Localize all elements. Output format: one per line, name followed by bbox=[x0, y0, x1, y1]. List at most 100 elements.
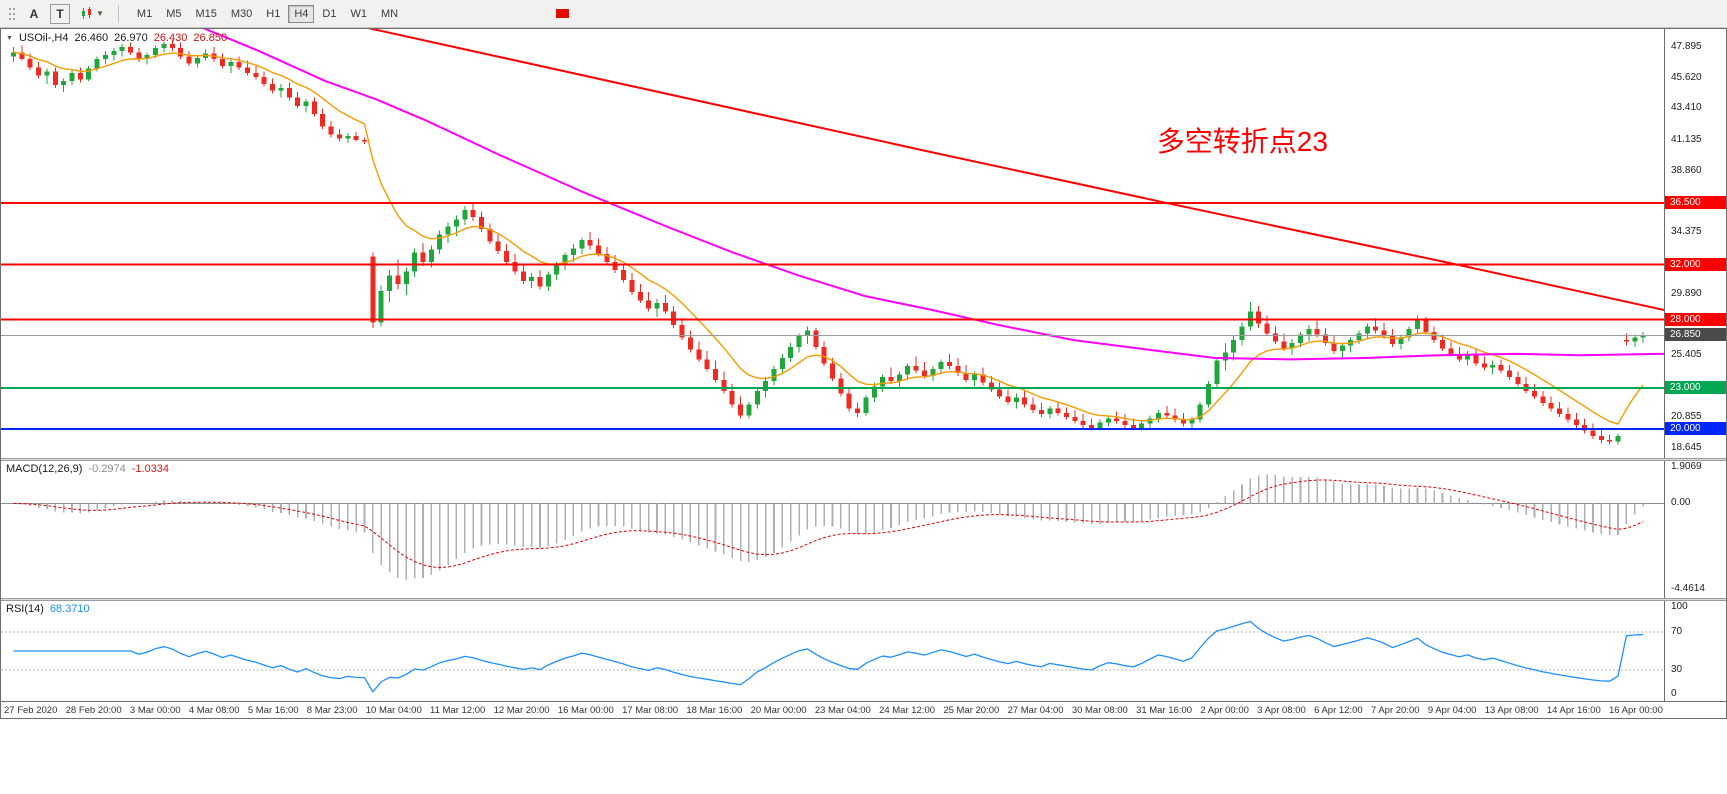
time-label: 27 Mar 04:00 bbox=[1007, 704, 1064, 716]
rsi-value: 68.3710 bbox=[49, 603, 90, 615]
timeframe-group: M1 M5 M15 M30 H1 H4 D1 W1 MN bbox=[131, 4, 404, 23]
macd-scale[interactable]: 1.9069 0.00 -4.4614 bbox=[1664, 461, 1726, 598]
ohlc-open-value: 26.460 bbox=[74, 32, 109, 44]
time-label: 16 Apr 00:00 bbox=[1609, 704, 1663, 716]
rsi-pane: RSI(14) 68.3710 100 70 30 0 bbox=[1, 601, 1726, 701]
axis-tick-label: 0 bbox=[1671, 688, 1677, 699]
text-label-tool-button[interactable]: T bbox=[50, 3, 70, 24]
timeframe-button-m15[interactable]: M15 bbox=[189, 5, 222, 23]
axis-tick-label: 100 bbox=[1671, 601, 1688, 612]
red-marker-icon bbox=[556, 9, 570, 18]
chart-objects-dropdown[interactable]: ▼ bbox=[76, 4, 108, 24]
time-label: 10 Mar 04:00 bbox=[365, 704, 422, 716]
ohlc-high-value: 26.970 bbox=[114, 32, 148, 44]
time-label: 4 Mar 08:00 bbox=[188, 704, 240, 716]
time-label: 27 Feb 2020 bbox=[4, 704, 58, 716]
time-label: 28 Feb 20:00 bbox=[65, 704, 122, 716]
axis-price-badge: 23.000 bbox=[1665, 381, 1726, 395]
macd-label: MACD(12,26,9) -0.2974 -1.0334 bbox=[6, 463, 169, 475]
time-label: 6 Apr 12:00 bbox=[1314, 704, 1363, 716]
macd-main-value: -0.2974 bbox=[88, 463, 126, 475]
bottom-empty-area bbox=[0, 719, 1727, 794]
axis-tick-label: 18.645 bbox=[1671, 441, 1702, 453]
axis-tick-label: 0.00 bbox=[1671, 497, 1691, 509]
timeframe-button-h1[interactable]: H1 bbox=[260, 5, 286, 23]
time-label: 12 Mar 20:00 bbox=[493, 704, 550, 716]
time-label: 14 Apr 16:00 bbox=[1546, 704, 1601, 716]
time-label: 3 Apr 08:00 bbox=[1257, 704, 1306, 716]
pane-separator[interactable] bbox=[1, 598, 1726, 601]
chart-menu-icon[interactable]: ▼ bbox=[6, 34, 13, 42]
axis-price-badge: 32.000 bbox=[1665, 257, 1726, 271]
axis-tick-label: 70 bbox=[1671, 626, 1683, 638]
time-label: 11 Mar 12:00 bbox=[430, 704, 486, 716]
axis-price-badge: 28.000 bbox=[1665, 312, 1726, 326]
axis-tick-label: 1.9069 bbox=[1671, 461, 1702, 472]
pane-separator[interactable] bbox=[1, 458, 1726, 461]
axis-tick-label: 29.890 bbox=[1671, 287, 1702, 299]
time-label: 18 Mar 16:00 bbox=[686, 704, 743, 716]
price-pane: ▼ USOil-,H4 26.460 26.970 26.430 26.850 … bbox=[1, 29, 1726, 458]
rsi-scale[interactable]: 100 70 30 0 bbox=[1664, 601, 1726, 701]
axis-price-badge: 36.500 bbox=[1665, 196, 1726, 210]
timeframe-button-w1[interactable]: W1 bbox=[344, 5, 373, 23]
axis-tick-label: 45.620 bbox=[1671, 72, 1702, 84]
rsi-plot[interactable]: RSI(14) 68.3710 bbox=[1, 601, 1664, 701]
ohlc-low-value: 26.430 bbox=[153, 32, 188, 44]
macd-name: MACD(12,26,9) bbox=[6, 463, 83, 475]
time-label: 24 Mar 12:00 bbox=[879, 704, 936, 716]
timeframe-button-h4[interactable]: H4 bbox=[288, 4, 315, 23]
time-label: 31 Mar 16:00 bbox=[1136, 704, 1193, 716]
symbol-timeframe-label: USOil-,H4 bbox=[18, 32, 69, 44]
axis-price-badge: 20.000 bbox=[1665, 422, 1726, 436]
macd-signal-value: -1.0334 bbox=[131, 463, 170, 475]
timeframe-button-d1[interactable]: D1 bbox=[316, 5, 342, 23]
mini-candles-icon bbox=[82, 7, 91, 19]
axis-tick-label: 30 bbox=[1671, 663, 1683, 675]
price-chart-svg bbox=[1, 29, 1664, 445]
axis-tick-label: 41.135 bbox=[1671, 133, 1702, 145]
rsi-label: RSI(14) 68.3710 bbox=[6, 603, 90, 615]
time-label: 8 Mar 23:00 bbox=[306, 704, 358, 716]
axis-tick-label: 20.855 bbox=[1671, 411, 1702, 423]
dropdown-arrow-icon: ▼ bbox=[96, 9, 104, 18]
timeframe-button-m5[interactable]: M5 bbox=[160, 5, 187, 23]
time-label: 30 Mar 08:00 bbox=[1071, 704, 1128, 716]
time-label: 9 Apr 04:00 bbox=[1427, 704, 1477, 716]
arrow-text-tool-button[interactable]: A bbox=[24, 4, 44, 24]
ohlc-close-value: 26.850 bbox=[193, 32, 228, 44]
rsi-chart-svg bbox=[1, 620, 1664, 693]
toolbar: A T ▼ M1 M5 M15 M30 H1 H4 D1 W1 MN bbox=[0, 0, 1727, 28]
time-label: 20 Mar 00:00 bbox=[750, 704, 807, 716]
time-label: 13 Apr 08:00 bbox=[1484, 704, 1539, 716]
toolbar-grip-icon[interactable] bbox=[6, 6, 18, 22]
axis-tick-label: 47.895 bbox=[1671, 40, 1702, 52]
price-scale[interactable]: 47.895 45.620 43.410 41.135 38.860 34.375 29.8… bbox=[1664, 29, 1726, 458]
time-label: 23 Mar 04:00 bbox=[814, 704, 871, 716]
time-label: 16 Mar 00:00 bbox=[557, 704, 614, 716]
time-label: 17 Mar 08:00 bbox=[622, 704, 679, 716]
time-axis[interactable]: 27 Feb 2020 28 Feb 20:00 3 Mar 00:00 4 Mar … bbox=[1, 701, 1726, 718]
axis-tick-label: -4.4614 bbox=[1671, 583, 1705, 595]
chart-window: ▼ USOil-,H4 26.460 26.970 26.430 26.850 … bbox=[0, 28, 1727, 719]
macd-plot[interactable]: MACD(12,26,9) -0.2974 -1.0334 bbox=[1, 461, 1664, 598]
timeframe-button-m1[interactable]: M1 bbox=[131, 5, 158, 23]
annotation-text[interactable]: 多空转折点23 bbox=[1156, 125, 1328, 157]
chart-title: ▼ USOil-,H4 26.460 26.970 26.430 26.850 bbox=[6, 32, 227, 44]
axis-tick-label: 43.410 bbox=[1671, 102, 1702, 114]
axis-tick-label: 25.405 bbox=[1671, 349, 1702, 361]
time-label: 3 Mar 00:00 bbox=[129, 704, 181, 716]
price-plot[interactable]: ▼ USOil-,H4 26.460 26.970 26.430 26.850 … bbox=[1, 29, 1664, 458]
axis-price-badge: 26.850 bbox=[1665, 328, 1726, 342]
timeframe-button-mn[interactable]: MN bbox=[375, 5, 404, 23]
timeframe-button-m30[interactable]: M30 bbox=[225, 5, 258, 23]
time-label: 7 Apr 20:00 bbox=[1370, 704, 1420, 716]
macd-chart-svg bbox=[1, 474, 1664, 581]
axis-tick-label: 38.860 bbox=[1671, 164, 1702, 176]
macd-pane: MACD(12,26,9) -0.2974 -1.0334 1.9069 0.00… bbox=[1, 461, 1726, 598]
axis-tick-label: 34.375 bbox=[1671, 226, 1702, 238]
rsi-name: RSI(14) bbox=[6, 603, 44, 615]
time-label: 25 Mar 20:00 bbox=[943, 704, 1000, 716]
time-label: 5 Mar 16:00 bbox=[247, 704, 299, 716]
grip-dots-icon bbox=[9, 7, 15, 20]
